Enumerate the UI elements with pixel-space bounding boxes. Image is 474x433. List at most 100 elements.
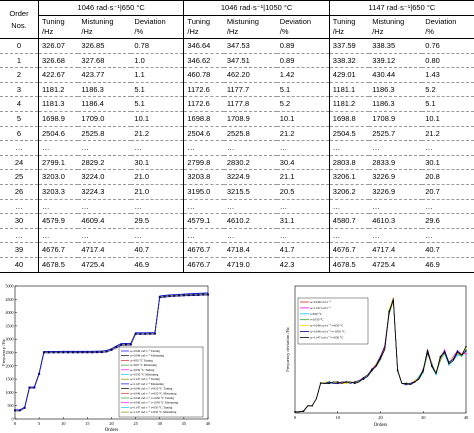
value-cell: 4676.7 (38, 242, 79, 258)
value-cell: … (369, 227, 423, 243)
data-point (134, 332, 137, 335)
x-tick-label: 35 (182, 421, 187, 426)
table-row: 0 326.07 326.85 0.78 346.64 347.53 0.89 337.59 3… (0, 38, 474, 54)
value-cell: 1181.1 (328, 81, 370, 97)
value-cell: 4676.7 (183, 242, 224, 258)
legend-label: ω=1147 rad·s⁻¹ Mistuning (130, 382, 164, 386)
data-point (149, 332, 152, 335)
data-point (163, 295, 166, 298)
value-cell: … (328, 227, 370, 243)
value-cell: 1186.3 (369, 96, 423, 112)
value-cell: 0.80 (422, 52, 474, 68)
value-cell: 21.1 (276, 169, 330, 185)
value-cell: 1177.8 (223, 96, 277, 112)
column-header: Mistuning /Hz (223, 15, 277, 39)
data-point (52, 351, 55, 354)
legend-label: ω=1147 rad·s⁻¹ t=650 °C Tuning (130, 405, 173, 409)
data-point (91, 351, 94, 354)
value-cell: 1186.3 (369, 81, 423, 97)
y-tick-label: 1500 (6, 377, 14, 382)
data-point (202, 293, 205, 296)
data-point (153, 332, 156, 335)
data-point (388, 310, 390, 313)
legend-label: ω=1046 rad·s⁻¹ t=650 °C Mistuning (130, 391, 177, 395)
value-cell: 326.85 (81, 41, 105, 51)
table-row: 3 1181.2 1186.3 5.1 1172.6 1177.7 5.1 1181.1 118… (0, 81, 474, 97)
table-row: 39 4676.7 4717.4 40.7 4676.7 4718.4 41.7 4676.7… (0, 242, 474, 258)
value-cell: 4610.2 (223, 213, 277, 229)
value-cell: 1709.0 (78, 110, 132, 127)
value-cell: 338.32 (328, 52, 370, 68)
value-cell: 2799.8 (183, 154, 224, 170)
data-point (439, 355, 442, 358)
order-cell: … (0, 198, 39, 214)
column-header: Mistuning /Hz (369, 15, 423, 39)
legend-label: ω=1046 rad·s⁻¹ Mistuning (130, 354, 164, 358)
legend-label: ω=1046 rad·s⁻¹ t=1050 °C Tuning (130, 396, 174, 400)
value-cell: … (78, 140, 132, 156)
y-tick-label: 0 (12, 417, 14, 422)
value-cell: 4717.4 (369, 242, 423, 258)
data-point (115, 346, 118, 349)
value-cell: … (369, 140, 423, 156)
value-cell: 1186.4 (78, 96, 132, 112)
data-point (182, 294, 185, 297)
y-tick-label: 2000 (6, 363, 14, 368)
legend-label: t=1050 °C (310, 318, 325, 322)
data-point (120, 343, 123, 346)
data-point (18, 409, 21, 412)
value-cell: 462.20 (223, 67, 277, 83)
data-point (86, 351, 89, 354)
value-cell: … (78, 227, 132, 243)
x-tick-label: 0 (294, 415, 297, 420)
data-point (431, 365, 433, 368)
value-cell: 4717.4 (78, 242, 132, 258)
value-cell: 4580.7 (328, 213, 370, 229)
data-point (302, 410, 305, 412)
y-tick-label: 3000 (6, 337, 14, 342)
value-cell: 1.43 (422, 67, 474, 83)
data-point (23, 406, 26, 409)
value-cell: 30.4 (276, 154, 330, 170)
y-axis-label: Frequency /Hz (1, 339, 6, 366)
legend-label: ω=1050 °C Mistuning (130, 373, 159, 377)
x-tick-label: 40 (206, 421, 211, 426)
value-cell: 1708.9 (369, 110, 423, 127)
data-point (129, 343, 132, 346)
legend-label: ω=1147 rad·s⁻¹ t=650 °C (310, 335, 344, 339)
legend-label: ω=1147 rad·s⁻¹ (310, 306, 331, 310)
column-header: Deviation /% (422, 15, 474, 39)
x-axis-label: Orders (374, 423, 388, 428)
x-tick-label: 30 (421, 415, 426, 420)
value-cell: 4678.5 (38, 256, 79, 273)
data-point (168, 295, 171, 298)
column-header: Deviation /% (131, 15, 184, 39)
data-point (337, 381, 339, 383)
group-header: 1046 rad·s⁻¹|1050 °C (183, 0, 330, 16)
y-tick-label: 5000 (6, 284, 14, 289)
value-cell: 10.1 (131, 110, 184, 127)
value-cell: 2504.6 (38, 125, 79, 141)
value-cell: 326.68 (38, 52, 79, 68)
data-point (448, 364, 450, 366)
value-cell: … (422, 198, 474, 214)
data-point (362, 378, 365, 380)
data-point (465, 353, 467, 355)
value-cell: 422.67 (38, 67, 79, 83)
data-point (28, 386, 31, 389)
value-cell: … (422, 227, 474, 243)
data-point (354, 382, 356, 385)
value-cell: 1181.2 (38, 81, 79, 97)
legend-label: ω=1046 rad·s⁻¹ Tuning (130, 349, 160, 353)
value-cell: 29.5 (131, 213, 184, 229)
data-point (33, 386, 36, 389)
data-point (207, 293, 209, 296)
value-cell: 4610.3 (369, 213, 423, 229)
value-cell: 460.78 (183, 67, 224, 83)
table-row: 40 4678.5 4725.4 46.9 4676.7 4719.0 42.3 4678.5… (0, 256, 474, 273)
group-header: 1147 rad·s⁻¹|650 °C (328, 0, 474, 16)
table-row: 1 326.68 327.68 1.0 346.62 347.51 0.89 338.32 33… (0, 52, 474, 68)
value-cell: 337.59 (328, 38, 370, 54)
data-point (362, 377, 365, 379)
value-cell: 3224.3 (78, 183, 132, 200)
